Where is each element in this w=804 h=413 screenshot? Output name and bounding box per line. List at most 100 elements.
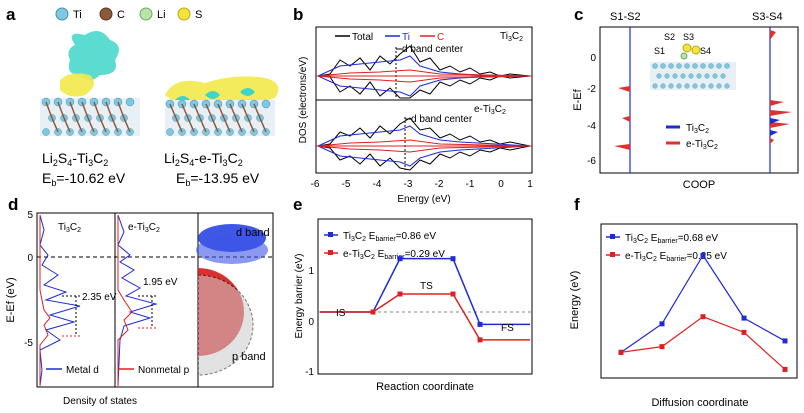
panel-letter-c: c: [574, 5, 583, 24]
coop-y-ticks: 0 -2 -4 -6: [587, 53, 596, 167]
s-atom-inset-icon: [682, 43, 692, 53]
atom-legend: Ti C Li S: [55, 7, 202, 21]
header-s1-s2: S1-S2: [610, 11, 641, 23]
dos-ylabel: DOS (electrons/eV): [298, 57, 309, 144]
svg-text:0: 0: [27, 253, 33, 264]
structure-li2s4-e-ti3c2: [165, 76, 279, 136]
coop-ylabel: E-Ef: [572, 88, 584, 110]
diffusion-legend-e-ti3c2: e-Ti3C2 Ebarrier=0.25 eV: [625, 251, 727, 263]
barrier-point: [397, 256, 403, 262]
panel-a: a Ti C Li S Li2S4: [6, 5, 279, 188]
c-atom-icon: [99, 7, 113, 21]
col1-label: Ti3C2: [58, 222, 81, 234]
dband-ellipse-blue-2: [196, 236, 268, 264]
barrier-legend-ti3c2: Ti3C2 Ebarrier=0.86 eV: [343, 231, 436, 243]
metal-d-curve-1: [39, 214, 81, 387]
svg-text:-4: -4: [587, 121, 596, 132]
dband-y-ticks: 5 0 -5: [24, 210, 33, 349]
panel-letter-f: f: [574, 195, 580, 214]
coop-s1s2-peaks: [614, 86, 630, 150]
stage-is: IS: [336, 308, 346, 319]
diffusion-ylabel: Energy (eV): [569, 271, 581, 330]
pband-shape-grey: [197, 274, 254, 376]
barrier-frame: [317, 218, 533, 375]
svg-text:-5: -5: [24, 338, 33, 349]
pband-label: p band: [232, 351, 266, 363]
legend-c: C: [117, 9, 125, 21]
c-bonds-1: [45, 101, 131, 133]
dband-label-bottom: d band center: [411, 114, 473, 125]
stage-fs: FS: [501, 323, 514, 334]
panel-d: d Ti3C2 e-Ti3C2 2.35 eV 1.95 eV d band p…: [5, 195, 274, 407]
gap-label-1: 2.35 eV: [82, 292, 117, 303]
svg-text:-2: -2: [435, 179, 444, 190]
coop-legend-e-ti3c2: e-Ti3C2: [686, 139, 718, 151]
panel-letter-a: a: [6, 5, 16, 24]
structure-li2s4-ti3c2: [40, 31, 140, 136]
dband-label-top: d band center: [402, 44, 464, 55]
dos-x-ticks: -6 -5 -4 -3 -2 -1 0 1: [311, 179, 534, 190]
legend-li: Li: [157, 9, 166, 21]
svg-text:Metal d: Metal d: [66, 365, 99, 376]
panel-letter-e: e: [293, 195, 302, 214]
panel-e: e Ti3C2 Ebarrier=0.86 eV e-Ti3C2 Ebarrie…: [293, 195, 533, 393]
dband-label: d band: [236, 227, 270, 239]
coop-inset: S2 S3 S1 S4: [650, 32, 736, 90]
atom-s1: S1: [654, 46, 665, 56]
diffusion-point: [782, 366, 788, 372]
legend-s: S: [195, 9, 202, 21]
gap-label-2: 1.95 eV: [143, 277, 178, 288]
barrier-ylabel: Energy barrier (eV): [294, 253, 305, 338]
barrier-xlabel: Reaction coordinate: [376, 381, 474, 393]
barrier-point: [477, 321, 483, 327]
atom-s3: S3: [683, 32, 694, 42]
barrier-point: [397, 291, 403, 297]
c-bonds-2: [169, 103, 267, 133]
svg-text:-2: -2: [587, 84, 596, 95]
coop-legend: Ti3C2 e-Ti3C2: [666, 123, 718, 151]
svg-text:0: 0: [498, 179, 504, 190]
structure-1-formula: Li2S4-Ti3C2: [42, 150, 108, 168]
panel-letter-d: d: [8, 195, 18, 214]
coop-frame: [599, 26, 799, 174]
coop-s3s4-peaks-red: [770, 30, 792, 144]
svg-text:-4: -4: [373, 179, 382, 190]
charge-density-yellow-2: [165, 76, 279, 107]
legend-c-dos: C: [437, 32, 444, 43]
svg-text:-5: -5: [342, 179, 351, 190]
dband-legend: Metal d Nonmetal p: [46, 365, 190, 376]
panel-f: f Ti3C2 Ebarrier=0.68 eV e-Ti3C2 Ebarrie…: [569, 195, 798, 409]
legend-total: Total: [352, 32, 373, 43]
dband-frame: [36, 212, 274, 388]
diffusion-point: [659, 321, 665, 327]
svg-text:5: 5: [27, 210, 33, 221]
legend-ti-dos: Ti: [402, 32, 410, 43]
ti-atom-icon: [55, 7, 69, 21]
coop-xlabel: COOP: [683, 179, 715, 191]
panel-b: b Total Ti C Ti3C2 e-Ti3C2 d band center…: [293, 5, 533, 205]
diffusion-point: [659, 344, 665, 350]
barrier-series-1: [320, 293, 530, 341]
charge-density-cyan: [68, 31, 119, 80]
nonmetal-p-curve-2: [117, 215, 133, 386]
structure-1-energy: Eb=-10.62 eV: [42, 170, 126, 188]
structure-2-formula: Li2S4-e-Ti3C2: [164, 150, 243, 168]
diffusion-point: [741, 329, 747, 335]
diffusion-xlabel: Diffusion coordinate: [651, 397, 748, 409]
barrier-y-ticks: 1 0 -1: [305, 266, 314, 378]
svg-text:0: 0: [308, 317, 314, 328]
nonmetal-p-curve-1: [39, 215, 51, 386]
diffusion-series-0: [620, 254, 786, 353]
diffusion-series-1: [620, 316, 786, 370]
svg-text:-6: -6: [587, 156, 596, 167]
s-atom-icon: [177, 7, 191, 21]
panel-c: c S1-S2 S3-S4 S2 S3 S1 S4 0 -2 -4: [572, 5, 799, 191]
diffusion-frame: [600, 223, 798, 379]
barrier-plot-area: [318, 256, 532, 343]
barrier-legend-e-ti3c2: e-Ti3C2 Ebarrier=0.29 eV: [343, 249, 445, 261]
dos-bottom-label: e-Ti3C2: [474, 104, 506, 116]
stage-ts: TS: [420, 281, 433, 292]
diffusion-plot-area: [618, 252, 788, 372]
charge-density-cyan-2: [175, 88, 255, 104]
legend-ti: Ti: [73, 9, 82, 21]
